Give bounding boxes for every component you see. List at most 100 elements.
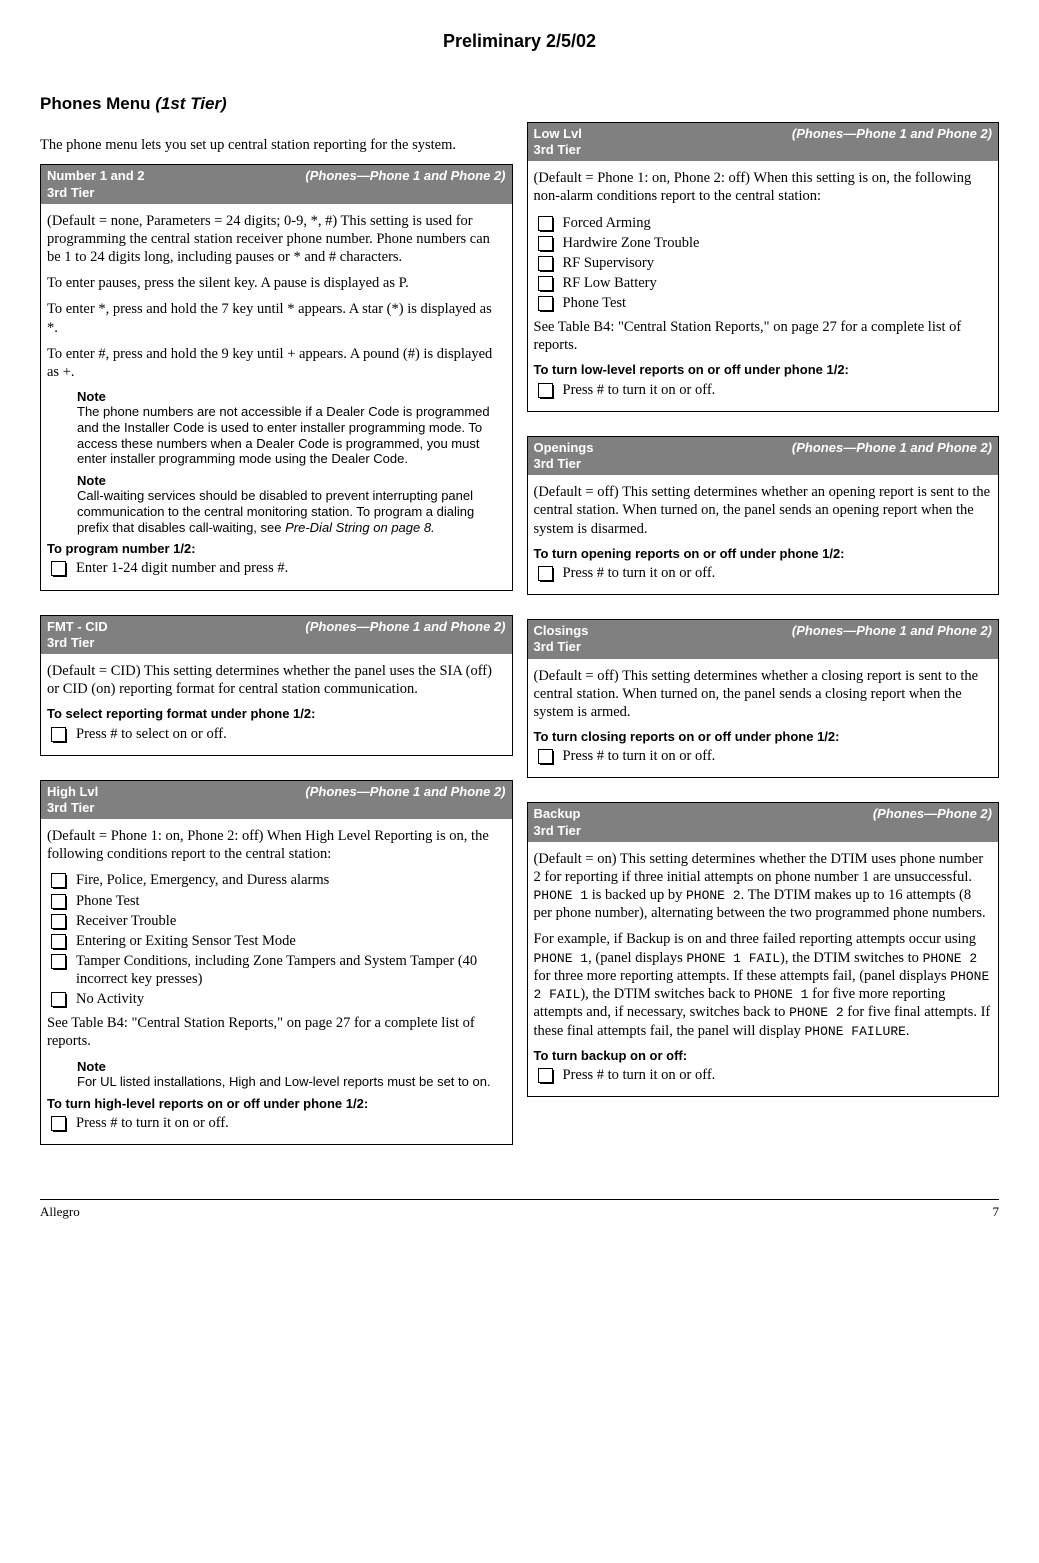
box-openings-title-right: (Phones—Phone 1 and Phone 2) <box>792 440 992 456</box>
note-text: For UL listed installations, High and Lo… <box>77 1074 506 1090</box>
box-backup: Backup 3rd Tier (Phones—Phone 2) (Defaul… <box>527 802 1000 1097</box>
preliminary-header: Preliminary 2/5/02 <box>40 30 999 53</box>
note-label: Note <box>77 473 506 489</box>
checkbox-icon <box>51 954 66 969</box>
openings-action: To turn opening reports on or off under … <box>534 546 993 562</box>
box-fmt-title-left: FMT - CID 3rd Tier <box>47 619 108 652</box>
openings-item: Press # to turn it on or off. <box>534 564 993 582</box>
number-p2: To enter pauses, press the silent key. A… <box>47 274 506 292</box>
low-action: To turn low-level reports on or off unde… <box>534 362 993 378</box>
checkbox-icon <box>51 914 66 929</box>
box-closings-title-left: Closings 3rd Tier <box>534 623 589 656</box>
box-fmt: FMT - CID 3rd Tier (Phones—Phone 1 and P… <box>40 615 513 756</box>
checkbox-icon <box>538 749 553 764</box>
checkbox-icon <box>51 992 66 1007</box>
high-note: Note For UL listed installations, High a… <box>77 1059 506 1090</box>
backup-p1: (Default = on) This setting determines w… <box>534 850 993 923</box>
number-action: To program number 1/2: <box>47 541 506 557</box>
checkbox-icon <box>538 256 553 271</box>
note-label: Note <box>77 1059 506 1075</box>
list-item: Entering or Exiting Sensor Test Mode <box>47 932 506 950</box>
openings-p1: (Default = off) This setting determines … <box>534 483 993 537</box>
box-openings-header: Openings 3rd Tier (Phones—Phone 1 and Ph… <box>528 437 999 476</box>
list-item: Phone Test <box>534 294 993 312</box>
checkbox-icon <box>538 216 553 231</box>
box-closings-title-right: (Phones—Phone 1 and Phone 2) <box>792 623 992 639</box>
box-closings-header: Closings 3rd Tier (Phones—Phone 1 and Ph… <box>528 620 999 659</box>
closings-action: To turn closing reports on or off under … <box>534 729 993 745</box>
box-closings: Closings 3rd Tier (Phones—Phone 1 and Ph… <box>527 619 1000 778</box>
title-italic: (1st Tier) <box>155 94 227 113</box>
high-action: To turn high-level reports on or off und… <box>47 1096 506 1112</box>
low-p1: (Default = Phone 1: on, Phone 2: off) Wh… <box>534 169 993 205</box>
low-item: Press # to turn it on or off. <box>534 381 993 399</box>
checkbox-icon <box>538 1068 553 1083</box>
closings-item: Press # to turn it on or off. <box>534 747 993 765</box>
box-high: High Lvl 3rd Tier (Phones—Phone 1 and Ph… <box>40 780 513 1145</box>
high-p2: See Table B4: "Central Station Reports,"… <box>47 1014 506 1050</box>
checkbox-icon <box>538 383 553 398</box>
backup-p2: For example, if Backup is on and three f… <box>534 930 993 1039</box>
note-text: Call-waiting services should be disabled… <box>77 488 506 535</box>
checkbox-icon <box>538 276 553 291</box>
list-item: Tamper Conditions, including Zone Tamper… <box>47 952 506 988</box>
low-p2: See Table B4: "Central Station Reports,"… <box>534 318 993 354</box>
footer-left: Allegro <box>40 1204 80 1220</box>
checkbox-icon <box>51 727 66 742</box>
box-low-title-right: (Phones—Phone 1 and Phone 2) <box>792 126 992 142</box>
box-low-title-left: Low Lvl 3rd Tier <box>534 126 582 159</box>
checkbox-icon <box>51 561 66 576</box>
number-note1: Note The phone numbers are not accessibl… <box>77 389 506 467</box>
box-number-title-left: Number 1 and 2 3rd Tier <box>47 168 145 201</box>
note-label: Note <box>77 389 506 405</box>
checkbox-icon <box>51 894 66 909</box>
box-openings: Openings 3rd Tier (Phones—Phone 1 and Ph… <box>527 436 1000 595</box>
box-fmt-header: FMT - CID 3rd Tier (Phones—Phone 1 and P… <box>41 616 512 655</box>
box-high-title-right: (Phones—Phone 1 and Phone 2) <box>305 784 505 800</box>
box-backup-header: Backup 3rd Tier (Phones—Phone 2) <box>528 803 999 842</box>
checkbox-icon <box>538 236 553 251</box>
box-low-header: Low Lvl 3rd Tier (Phones—Phone 1 and Pho… <box>528 123 999 162</box>
high-list: Fire, Police, Emergency, and Duress alar… <box>47 871 506 1008</box>
low-list: Forced Arming Hardwire Zone Trouble RF S… <box>534 214 993 313</box>
high-p1: (Default = Phone 1: on, Phone 2: off) Wh… <box>47 827 506 863</box>
checkbox-icon <box>538 566 553 581</box>
list-item: Phone Test <box>47 892 506 910</box>
number-p3: To enter *, press and hold the 7 key unt… <box>47 300 506 336</box>
checkbox-icon <box>51 873 66 888</box>
box-high-header: High Lvl 3rd Tier (Phones—Phone 1 and Ph… <box>41 781 512 820</box>
page-footer: Allegro 7 <box>40 1199 999 1220</box>
closings-p1: (Default = off) This setting determines … <box>534 667 993 721</box>
checkbox-icon <box>51 934 66 949</box>
footer-right: 7 <box>993 1204 1000 1220</box>
number-item: Enter 1-24 digit number and press #. <box>47 559 506 577</box>
backup-action: To turn backup on or off: <box>534 1048 993 1064</box>
number-note2: Note Call-waiting services should be dis… <box>77 473 506 535</box>
list-item: RF Low Battery <box>534 274 993 292</box>
list-item: Forced Arming <box>534 214 993 232</box>
list-item: Receiver Trouble <box>47 912 506 930</box>
list-item: RF Supervisory <box>534 254 993 272</box>
fmt-item: Press # to select on or off. <box>47 725 506 743</box>
box-number-header: Number 1 and 2 3rd Tier (Phones—Phone 1 … <box>41 165 512 204</box>
box-backup-title-left: Backup 3rd Tier <box>534 806 581 839</box>
intro-text: The phone menu lets you set up central s… <box>40 136 513 154</box>
box-high-title-left: High Lvl 3rd Tier <box>47 784 98 817</box>
high-item: Press # to turn it on or off. <box>47 1114 506 1132</box>
number-p4: To enter #, press and hold the 9 key unt… <box>47 345 506 381</box>
backup-item: Press # to turn it on or off. <box>534 1066 993 1084</box>
checkbox-icon <box>538 296 553 311</box>
box-openings-title-left: Openings 3rd Tier <box>534 440 594 473</box>
page-title: Phones Menu (1st Tier) <box>40 93 999 114</box>
box-backup-title-right: (Phones—Phone 2) <box>873 806 992 822</box>
number-p1: (Default = none, Parameters = 24 digits;… <box>47 212 506 266</box>
box-low: Low Lvl 3rd Tier (Phones—Phone 1 and Pho… <box>527 122 1000 412</box>
list-item: No Activity <box>47 990 506 1008</box>
box-number-title-right: (Phones—Phone 1 and Phone 2) <box>305 168 505 184</box>
list-item: Hardwire Zone Trouble <box>534 234 993 252</box>
fmt-p1: (Default = CID) This setting determines … <box>47 662 506 698</box>
box-fmt-title-right: (Phones—Phone 1 and Phone 2) <box>305 619 505 635</box>
note-text: The phone numbers are not accessible if … <box>77 404 506 466</box>
fmt-action: To select reporting format under phone 1… <box>47 706 506 722</box>
list-item: Fire, Police, Emergency, and Duress alar… <box>47 871 506 889</box>
